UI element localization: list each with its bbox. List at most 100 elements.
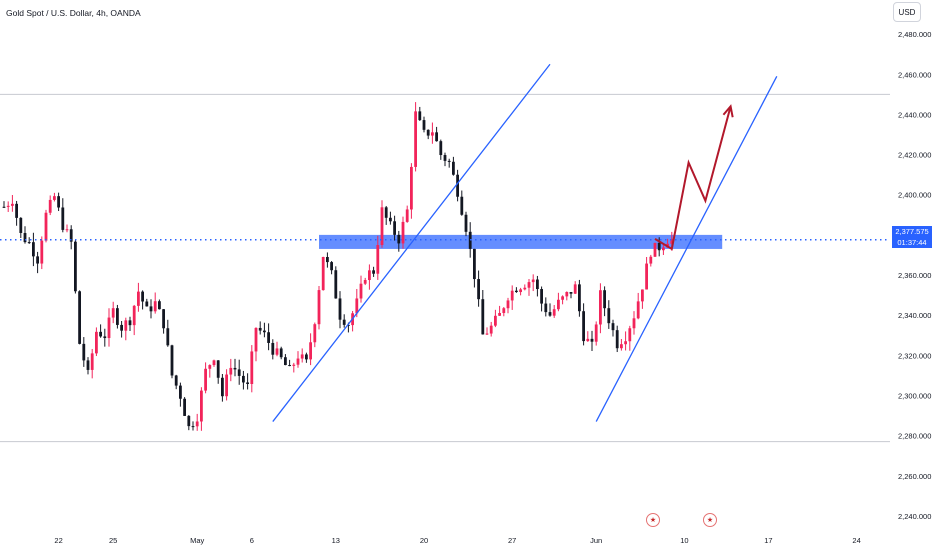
- candle-body: [653, 242, 657, 257]
- currency-button[interactable]: USD: [893, 2, 921, 22]
- candle-body: [275, 348, 279, 355]
- candle-body: [69, 229, 73, 242]
- candle: [74, 240, 77, 294]
- candle-body: [607, 308, 611, 324]
- candle-body: [363, 280, 367, 284]
- candle: [607, 300, 611, 329]
- x-tick-label: Jun: [590, 536, 602, 545]
- candle-body: [531, 279, 535, 283]
- candle: [132, 304, 136, 336]
- candle: [65, 224, 69, 233]
- candle: [393, 215, 396, 241]
- us-flag-icon[interactable]: ★: [703, 513, 717, 527]
- candle: [540, 286, 543, 312]
- candle: [590, 330, 594, 352]
- candle: [263, 322, 266, 338]
- candle: [456, 169, 459, 202]
- candle: [2, 201, 6, 209]
- candle: [494, 309, 497, 328]
- candle-body: [191, 426, 195, 428]
- candle-body: [313, 324, 317, 343]
- candle: [103, 328, 107, 347]
- candle: [246, 373, 249, 390]
- candle: [305, 352, 308, 363]
- candle: [19, 217, 23, 238]
- candle: [191, 421, 195, 431]
- candle: [120, 320, 123, 338]
- candle: [254, 327, 258, 362]
- candle-body: [279, 348, 283, 358]
- candle-body: [540, 289, 543, 304]
- resistance-zone-box: [319, 234, 723, 249]
- y-tick-label: 2,340.000: [898, 311, 931, 320]
- candle: [464, 211, 468, 237]
- price-axis: 2,480.000 2,460.000 2,440.000 2,420.000 2,40…: [898, 30, 931, 521]
- y-tick-label: 2,300.000: [898, 391, 931, 400]
- candle-body: [141, 291, 144, 302]
- chart-title: Gold Spot / U.S. Dollar, 4h, OANDA: [6, 8, 141, 18]
- candle-body: [11, 203, 14, 206]
- candle: [242, 370, 245, 390]
- candle: [284, 354, 287, 366]
- candle: [300, 348, 304, 363]
- candle: [410, 163, 413, 219]
- candle-body: [107, 317, 111, 339]
- candle-body: [578, 284, 581, 312]
- candle-body: [229, 367, 233, 375]
- candle-body: [519, 289, 522, 293]
- candle: [48, 195, 52, 216]
- y-tick-label: 2,480.000: [898, 30, 931, 39]
- candle-body: [74, 241, 77, 292]
- candle: [536, 275, 539, 297]
- candle: [82, 337, 86, 367]
- x-tick-label: 24: [852, 536, 860, 545]
- candle-body: [242, 375, 245, 383]
- time-axis: 22 25 May 6 13 20 27 Jun 10 17 24: [54, 536, 860, 545]
- candle: [473, 248, 476, 288]
- candle-body: [347, 324, 350, 326]
- candle-body: [44, 212, 48, 241]
- candle-body: [179, 385, 182, 399]
- candle-body: [187, 415, 191, 427]
- candle: [338, 291, 342, 329]
- candle-body: [523, 287, 527, 290]
- candle-body: [267, 332, 270, 343]
- candle-body: [611, 323, 615, 331]
- candle-body: [111, 308, 115, 318]
- candle: [368, 264, 371, 290]
- candle: [565, 291, 569, 301]
- candle: [414, 102, 417, 172]
- candle: [271, 339, 275, 360]
- candle-body: [338, 298, 342, 320]
- candle: [372, 266, 375, 277]
- candle: [628, 325, 632, 351]
- candle-body: [489, 325, 493, 334]
- candle-body: [82, 343, 86, 361]
- candle: [330, 261, 333, 275]
- candle-body: [410, 166, 413, 210]
- y-tick-label: 2,360.000: [898, 271, 931, 280]
- candle-body: [376, 245, 380, 274]
- x-tick-label: 20: [420, 536, 428, 545]
- candle: [53, 192, 56, 202]
- candle-body: [208, 365, 212, 369]
- candle-body: [40, 240, 44, 264]
- candle: [11, 195, 14, 212]
- candle: [162, 308, 165, 334]
- candle: [40, 236, 44, 270]
- candle: [326, 252, 329, 268]
- us-flag-icon[interactable]: ★: [646, 513, 660, 527]
- candle: [641, 289, 644, 309]
- candle: [599, 283, 602, 334]
- candle-body: [15, 203, 18, 218]
- candle-body: [48, 199, 52, 213]
- candle-body: [481, 299, 485, 335]
- candle: [439, 139, 443, 160]
- candle-body: [296, 358, 300, 365]
- y-tick-label: 2,240.000: [898, 512, 931, 521]
- candle-body: [95, 331, 98, 354]
- candle-body: [435, 132, 438, 142]
- candle: [662, 244, 665, 255]
- candle: [481, 290, 485, 335]
